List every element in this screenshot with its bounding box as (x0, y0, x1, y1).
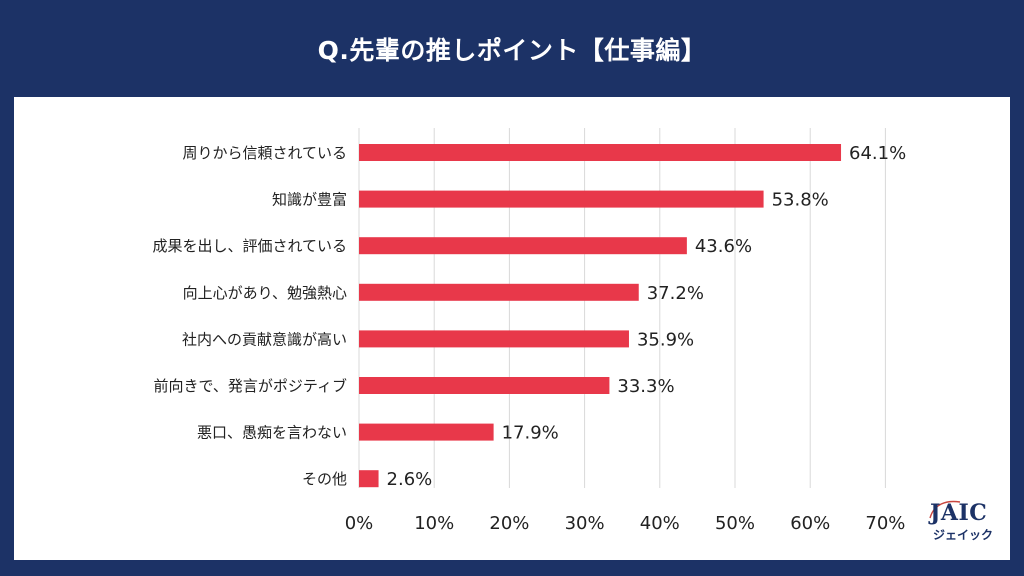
gridlines (358, 128, 886, 488)
chart-title: Q.先輩の推しポイント【仕事編】 (317, 35, 707, 65)
bar (359, 190, 764, 208)
category-label: その他 (302, 470, 347, 488)
bar-chart: 周りから信頼されている知識が豊富成果を出し、評価されている向上心があり、勉強熱心… (152, 128, 907, 534)
bar (359, 237, 687, 255)
bar (359, 144, 842, 161)
bar (359, 470, 379, 488)
bar (359, 330, 629, 348)
bars (359, 144, 842, 488)
value-label: 64.1% (849, 143, 906, 164)
bar (359, 283, 639, 301)
value-label: 17.9% (502, 423, 559, 444)
value-label: 37.2% (647, 283, 704, 304)
bar (359, 377, 610, 394)
jaic-logo: JAIC ジェイック (916, 500, 1006, 550)
logo-kana: ジェイック (933, 528, 994, 542)
value-label: 43.6% (695, 236, 752, 257)
category-label: 向上心があり、勉強熱心 (183, 284, 347, 302)
x-tick-label: 40% (640, 513, 680, 534)
x-tick-label: 60% (790, 513, 830, 534)
x-tick-label: 20% (489, 513, 529, 534)
x-tick-label: 70% (865, 513, 905, 534)
category-label: 知識が豊富 (272, 191, 347, 209)
category-labels: 周りから信頼されている知識が豊富成果を出し、評価されている向上心があり、勉強熱心… (152, 144, 347, 488)
value-label: 2.6% (387, 469, 433, 490)
category-label: 悪口、愚痴を言わない (197, 424, 347, 442)
category-label: 成果を出し、評価されている (152, 237, 347, 255)
x-tick-label: 50% (715, 513, 755, 534)
category-label: 前向きで、発言がポジティブ (153, 377, 347, 395)
value-label: 33.3% (617, 376, 674, 397)
logo-swoosh-icon (929, 500, 961, 519)
x-tick-label: 0% (345, 513, 374, 534)
x-tick-label: 30% (565, 513, 605, 534)
chart-panel: 周りから信頼されている知識が豊富成果を出し、評価されている向上心があり、勉強熱心… (14, 97, 1010, 560)
value-label: 35.9% (637, 329, 694, 350)
value-labels: 64.1% 53.8% 43.6% 37.2% 35.9% 33.3% 17.9% 2.6% (387, 143, 907, 490)
x-tick-label: 10% (414, 513, 454, 534)
logo-wordmark: JAIC (930, 500, 988, 526)
x-axis-tick-labels: 0% 10% 20% 30% 40% 50% 60% 70% (345, 513, 906, 534)
value-label: 53.8% (772, 190, 829, 211)
category-label: 社内への貢献意識が高い (182, 330, 347, 348)
category-label: 周りから信頼されている (182, 144, 347, 162)
bar (359, 423, 494, 441)
